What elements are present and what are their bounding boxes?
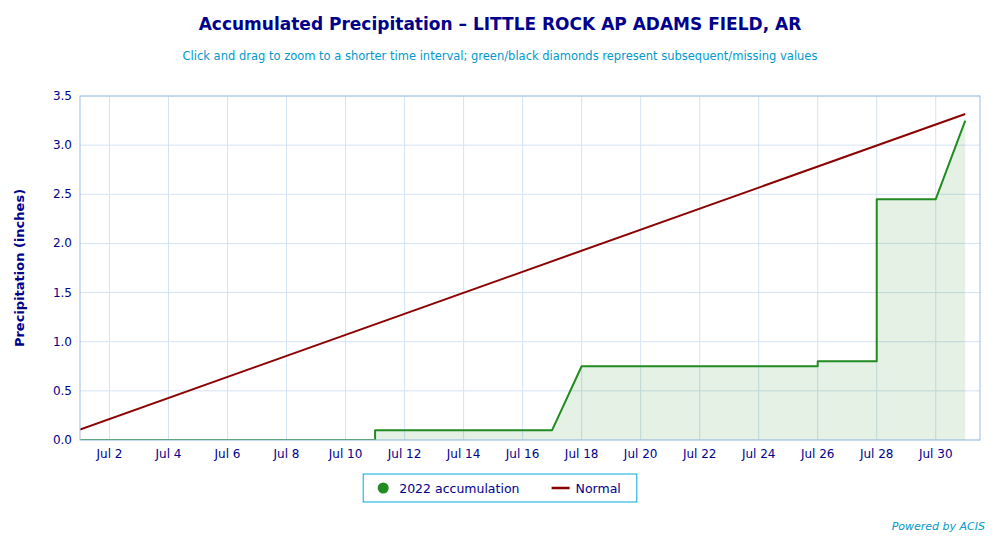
grid-line	[522, 96, 523, 440]
grid-line	[80, 243, 980, 244]
legend-label: Normal	[576, 481, 621, 496]
y-tick-label: 2.0	[53, 236, 72, 250]
y-tick-label: 1.5	[53, 286, 72, 300]
y-tick-label: 0.5	[53, 384, 72, 398]
grid-line	[463, 96, 464, 440]
area-fill	[80, 121, 965, 440]
x-tick-label: Jul 2	[96, 447, 123, 461]
grid-line	[404, 96, 405, 440]
x-tick-label: Jul 6	[214, 447, 241, 461]
grid-line	[80, 292, 980, 293]
title: Accumulated Precipitation – LITTLE ROCK …	[199, 14, 802, 34]
x-tick-label: Jul 14	[446, 447, 481, 461]
x-tick-label: Jul 12	[387, 447, 422, 461]
x-tick-label: Jul 10	[328, 447, 363, 461]
legend: 2022 accumulation Normal	[363, 474, 637, 502]
data	[80, 114, 965, 440]
grid-line	[168, 96, 169, 440]
plot-frame	[80, 96, 980, 440]
annotation: Powered by ACIS	[892, 520, 985, 533]
x-tick-label: Jul 20	[623, 447, 658, 461]
subtitle: Click and drag to zoom to a shorter time…	[183, 49, 818, 63]
y-tick-label: 0.0	[53, 433, 72, 447]
y-tick-label: 1.0	[53, 335, 72, 349]
x-tick-label: Jul 22	[682, 447, 717, 461]
x-tick-label: Jul 28	[859, 447, 894, 461]
grid-line	[80, 145, 980, 146]
legend-label: 2022 accumulation	[399, 481, 519, 496]
y-tick-label: 3.5	[53, 89, 72, 103]
area-line	[80, 121, 965, 440]
x-tick-label: Jul 24	[741, 447, 776, 461]
plot-area	[80, 96, 980, 440]
grid-line	[345, 96, 346, 440]
x-tick-label: Jul 16	[505, 447, 540, 461]
y-tick-label: 2.5	[53, 187, 72, 201]
grid-line	[80, 341, 980, 342]
line	[80, 114, 965, 429]
y-tick-label: 3.0	[53, 138, 72, 152]
grid-line	[109, 96, 110, 440]
legend-frame	[363, 474, 637, 502]
x-tick-label: Jul 8	[273, 447, 300, 461]
x-tick-label: Jul 4	[155, 447, 182, 461]
grid	[80, 96, 980, 440]
grid-line	[227, 96, 228, 440]
grid-line	[286, 96, 287, 440]
x-tick-label: Jul 30	[918, 447, 953, 461]
legend-swatch	[552, 487, 570, 490]
y-axis-label: Precipitation (inches)	[12, 189, 27, 347]
legend-swatch	[378, 483, 389, 494]
x-tick-label: Jul 26	[800, 447, 835, 461]
grid-line	[80, 194, 980, 195]
x-tick-label: Jul 18	[564, 447, 599, 461]
chart: Accumulated Precipitation – LITTLE ROCK …	[0, 0, 1000, 538]
